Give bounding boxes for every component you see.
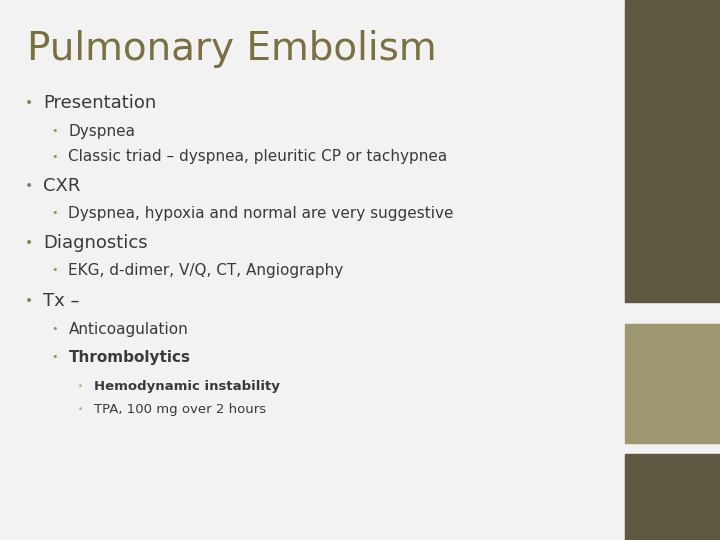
Text: •: • xyxy=(78,382,83,390)
Text: •: • xyxy=(24,96,33,110)
Text: Dyspnea, hypoxia and normal are very suggestive: Dyspnea, hypoxia and normal are very sug… xyxy=(68,206,454,221)
Text: •: • xyxy=(24,294,33,308)
Text: CXR: CXR xyxy=(43,177,81,195)
Text: Diagnostics: Diagnostics xyxy=(43,234,148,252)
Text: •: • xyxy=(51,152,58,161)
Bar xyxy=(625,454,720,540)
Text: TPA, 100 mg over 2 hours: TPA, 100 mg over 2 hours xyxy=(94,403,266,416)
Text: •: • xyxy=(51,265,58,275)
Text: Pulmonary Embolism: Pulmonary Embolism xyxy=(27,30,437,68)
Text: Tx –: Tx – xyxy=(43,292,80,310)
Text: •: • xyxy=(51,208,58,218)
Text: •: • xyxy=(51,353,58,362)
Text: Classic triad – dyspnea, pleuritic CP or tachypnea: Classic triad – dyspnea, pleuritic CP or… xyxy=(68,149,448,164)
Bar xyxy=(625,0,720,302)
Text: Hemodynamic instability: Hemodynamic instability xyxy=(94,380,279,393)
Text: •: • xyxy=(78,405,83,414)
Text: Presentation: Presentation xyxy=(43,93,156,112)
Text: Dyspnea: Dyspnea xyxy=(68,124,135,139)
Text: •: • xyxy=(24,179,33,193)
Text: Anticoagulation: Anticoagulation xyxy=(68,322,188,337)
Bar xyxy=(625,324,720,443)
Text: EKG, d-dimer, V/Q, CT, Angiography: EKG, d-dimer, V/Q, CT, Angiography xyxy=(68,262,343,278)
Text: •: • xyxy=(51,126,58,136)
Text: Thrombolytics: Thrombolytics xyxy=(68,350,190,365)
Text: •: • xyxy=(24,236,33,250)
Text: •: • xyxy=(51,325,58,334)
